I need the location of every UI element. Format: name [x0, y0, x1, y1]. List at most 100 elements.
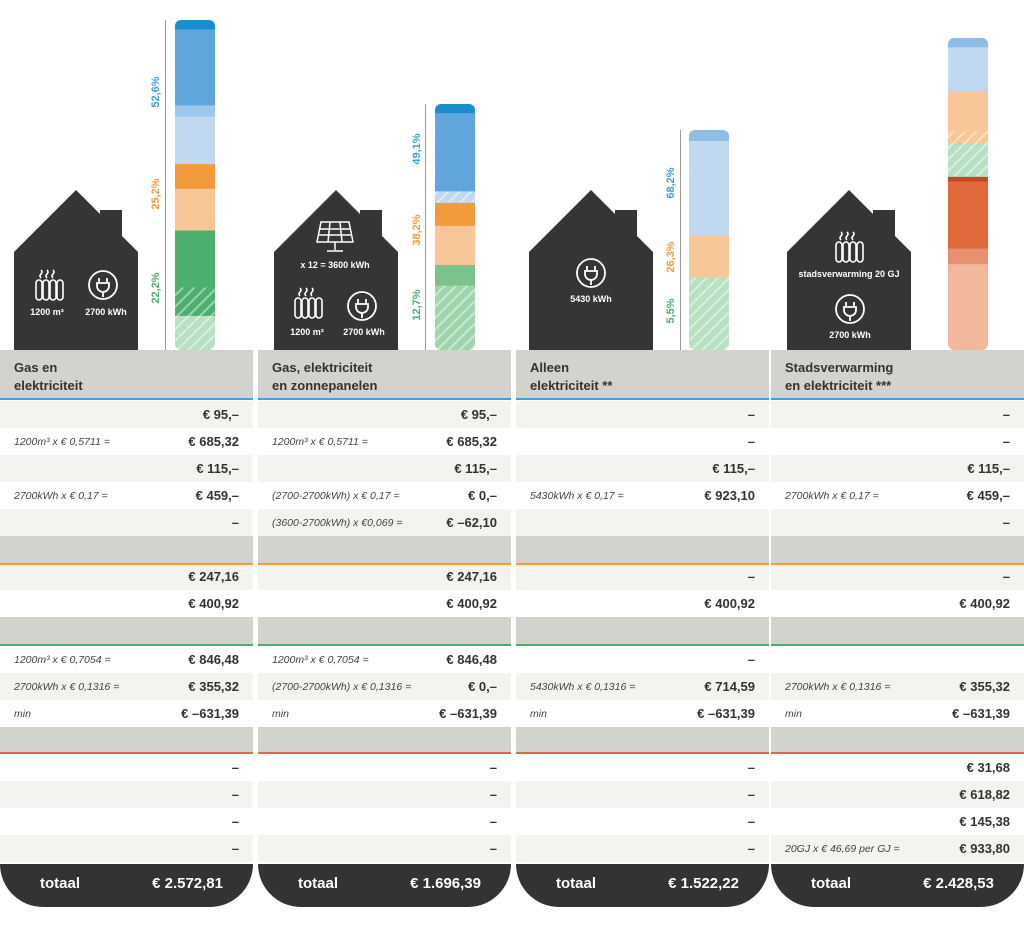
table-row: € 400,92: [0, 590, 253, 617]
row-value: € 115,–: [454, 461, 497, 476]
total-badge: totaal € 1.696,39: [258, 864, 511, 907]
column-title-line2: en elektriciteit ***: [785, 378, 892, 393]
table-row: [258, 617, 511, 644]
bar-axis: [165, 20, 166, 350]
table-row: [258, 536, 511, 563]
plug-icon: [834, 293, 866, 330]
table-row: € 618,82: [771, 781, 1024, 808]
elec-usage-label: 2700 kWh: [829, 330, 871, 340]
table-row: [771, 617, 1024, 644]
pct-elec: 26,3%: [665, 241, 677, 273]
row-value: –: [231, 760, 239, 775]
column-title-line1: Stadsverwarming: [785, 360, 894, 375]
row-value: € –631,39: [952, 706, 1010, 721]
row-value: –: [747, 434, 755, 449]
table-row: € 145,38: [771, 808, 1024, 835]
row-value: –: [747, 841, 755, 856]
row-value: € 846,48: [446, 652, 497, 667]
table-row: 1200m³ x € 0,5711 = € 685,32: [0, 428, 253, 455]
section-line: [0, 563, 253, 565]
table-row: € 400,92: [516, 590, 769, 617]
bar-axis: [425, 104, 426, 350]
row-formula: min: [14, 708, 31, 720]
stacked-bar-3: [948, 0, 988, 350]
table-row: [0, 727, 253, 754]
section-line: [258, 563, 511, 565]
row-value: –: [747, 760, 755, 775]
table-row: 2700kWh x € 0,17 = € 459,–: [771, 482, 1024, 509]
bar-segment: [435, 113, 475, 192]
table-row: [516, 536, 769, 563]
table-row: –: [516, 754, 769, 781]
table-row: 5430kWh x € 0,1316 = € 714,59: [516, 673, 769, 700]
column-title-line2: elektriciteit: [14, 378, 83, 393]
stacked-bar-1: [435, 0, 475, 350]
bar-segment: [435, 225, 475, 266]
table-row: –: [258, 808, 511, 835]
table-row: [516, 727, 769, 754]
solar-yield-label: x 12 = 3600 kWh: [300, 260, 370, 270]
table-row: € 247,16: [0, 563, 253, 590]
total-label: totaal: [298, 875, 339, 892]
house-illustration: [787, 190, 911, 350]
row-value: –: [489, 787, 497, 802]
column-gas-en-elektriciteit: 1200 m³ 2700 kWh 52,6% 25,2% 22,2%: [0, 0, 253, 925]
row-value: € 355,32: [188, 679, 239, 694]
row-formula: 5430kWh x € 0,17 =: [530, 490, 624, 502]
radiator-icon: [292, 286, 324, 325]
bar-segment-hatch: [175, 315, 215, 350]
table-row: –: [771, 563, 1024, 590]
bar-segment: [175, 20, 215, 30]
row-formula: 1200m³ x € 0,7054 =: [272, 654, 369, 666]
column-stadsverwarming-en-elektriciteit: stadsverwarming 20 GJ 2700 kWh: [771, 0, 1024, 925]
row-value: € 933,80: [959, 841, 1010, 856]
column-title-line1: Gas, elektriciteit: [272, 360, 373, 375]
column-alleen-elektriciteit: 5430 kWh 68,2% 26,3% 5,5%: [516, 0, 769, 925]
table-row: € 247,16: [258, 563, 511, 590]
house-illustration: [274, 190, 398, 350]
table-row: (3600-2700kWh) x €0,069 = € –62,10: [258, 509, 511, 536]
row-value: € –631,39: [697, 706, 755, 721]
column-title-line2: en zonnepanelen: [272, 378, 378, 393]
table-row: –: [771, 428, 1024, 455]
table-row: 5430kWh x € 0,17 = € 923,10: [516, 482, 769, 509]
table-row: –: [0, 835, 253, 862]
row-value: € –62,10: [446, 515, 497, 530]
bar-segment: [689, 235, 729, 278]
row-value: € 115,–: [712, 461, 755, 476]
column-title: Gas en elektriciteit: [14, 359, 83, 395]
row-value: € 685,32: [188, 434, 239, 449]
table-row: [771, 536, 1024, 563]
table-row: –: [258, 754, 511, 781]
table-row: 1200m³ x € 0,7054 = € 846,48: [0, 646, 253, 673]
row-value: € –631,39: [181, 706, 239, 721]
pct-elec: 25,2%: [150, 178, 162, 210]
table-row: [771, 646, 1024, 673]
row-formula: (3600-2700kWh) x €0,069 =: [272, 517, 403, 529]
row-value: € 95,–: [460, 407, 497, 422]
row-value: € 714,59: [704, 679, 755, 694]
bar-segment: [175, 164, 215, 190]
pct-gas: 49,1%: [411, 133, 423, 165]
bar-segment: [948, 181, 988, 250]
row-formula: 20GJ x € 46,69 per GJ =: [785, 843, 900, 855]
solar-panel-icon: [315, 220, 355, 259]
row-formula: 5430kWh x € 0,1316 =: [530, 681, 636, 693]
bar-segment: [435, 202, 475, 227]
table-row: € 31,68: [771, 754, 1024, 781]
table-row: € 115,–: [0, 455, 253, 482]
section-line: [771, 563, 1024, 565]
row-value: € 923,10: [704, 488, 755, 503]
elec-usage-label: 5430 kWh: [570, 294, 612, 304]
row-value: –: [747, 787, 755, 802]
table-row: –: [0, 781, 253, 808]
row-value: € 95,–: [202, 407, 239, 422]
plug-icon: [346, 290, 378, 327]
plug-icon: [575, 257, 607, 294]
row-value: € 400,92: [446, 596, 497, 611]
bar-segment: [435, 264, 475, 287]
table-row: –: [516, 401, 769, 428]
bar-segment: [175, 230, 215, 288]
table-row: (2700-2700kWh) x € 0,17 = € 0,–: [258, 482, 511, 509]
table-row: € 400,92: [771, 590, 1024, 617]
